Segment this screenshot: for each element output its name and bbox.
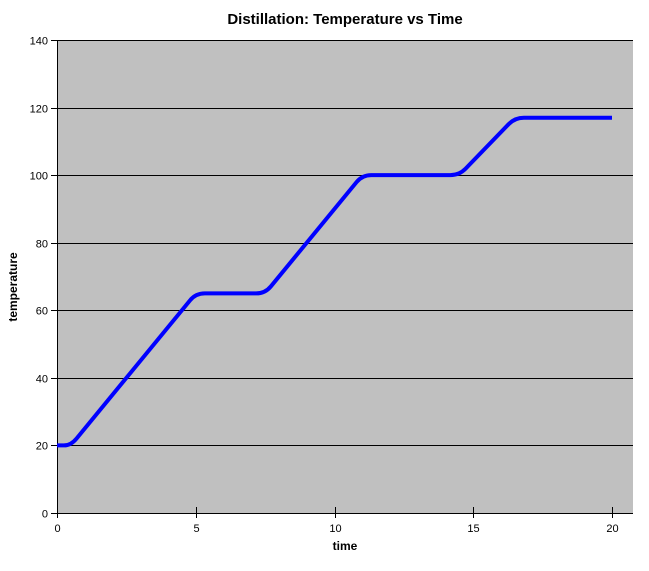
x-tick-label: 20	[606, 523, 618, 535]
y-tick-label: 100	[30, 171, 48, 183]
chart-title: Distillation: Temperature vs Time	[227, 11, 463, 28]
y-tick-label: 60	[36, 306, 48, 318]
y-tick-label: 80	[36, 239, 48, 251]
data-line-temperature	[57, 115, 612, 448]
plot-background	[57, 40, 633, 513]
y-tick-label: 20	[36, 441, 48, 453]
y-tick-label: 140	[30, 36, 48, 48]
x-axis-title: time	[332, 539, 358, 553]
x-tick-label: 0	[54, 523, 60, 535]
x-tick-label: 15	[467, 523, 479, 535]
y-tick-label: 120	[30, 104, 48, 116]
x-tick-label: 10	[329, 523, 341, 535]
y-tick-label: 40	[36, 374, 48, 386]
y-tick-label: 0	[42, 509, 48, 521]
x-tick-label: 5	[193, 523, 199, 535]
